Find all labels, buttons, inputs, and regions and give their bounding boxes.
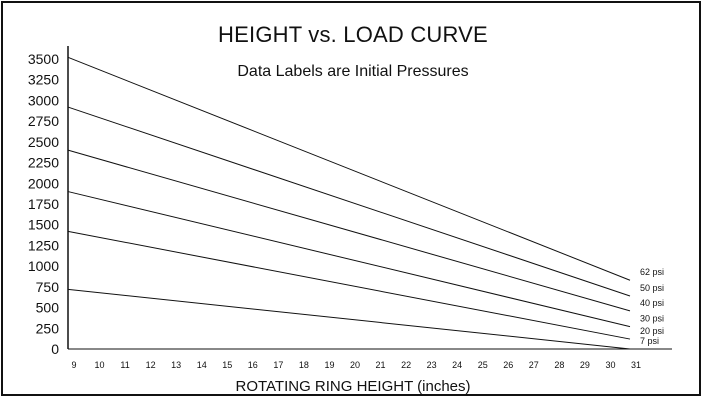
series-line bbox=[67, 56, 631, 281]
x-tick-label: 11 bbox=[120, 360, 129, 370]
y-tick-label: 2250 bbox=[28, 155, 59, 171]
series-line bbox=[67, 149, 631, 312]
chart-subtitle: Data Labels are Initial Pressures bbox=[237, 63, 469, 80]
y-tick-label: 500 bbox=[36, 300, 60, 316]
x-tick-label: 30 bbox=[605, 360, 615, 370]
y-tick-label: 3250 bbox=[28, 72, 59, 88]
series-data-label: 62 psi bbox=[640, 267, 664, 277]
x-tick-label: 13 bbox=[171, 360, 181, 370]
x-tick-label: 22 bbox=[401, 360, 411, 370]
x-axis-label: ROTATING RING HEIGHT (inches) bbox=[235, 378, 471, 395]
y-tick-label: 1500 bbox=[28, 217, 59, 233]
x-tick-label: 31 bbox=[631, 360, 641, 370]
x-tick-label: 15 bbox=[222, 360, 232, 370]
x-tick-label: 27 bbox=[529, 360, 539, 370]
x-tick-label: 23 bbox=[427, 360, 437, 370]
y-tick-label: 1250 bbox=[28, 237, 59, 253]
x-tick-label: 14 bbox=[197, 360, 207, 370]
series-line bbox=[67, 191, 631, 328]
x-tick-label: 19 bbox=[324, 360, 334, 370]
y-tick-label: 750 bbox=[36, 279, 60, 295]
series-data-label: 50 psi bbox=[640, 283, 664, 293]
x-tick-label: 18 bbox=[299, 360, 309, 370]
x-tick-label: 24 bbox=[452, 360, 462, 370]
x-tick-label: 29 bbox=[580, 360, 590, 370]
x-tick-label: 21 bbox=[376, 360, 386, 370]
x-tick-label: 9 bbox=[71, 360, 76, 370]
x-tick-label: 10 bbox=[95, 360, 105, 370]
chart-title: HEIGHT vs. LOAD CURVE bbox=[218, 22, 488, 47]
y-tick-label: 250 bbox=[36, 320, 60, 336]
series-line bbox=[67, 230, 631, 340]
y-tick-label: 2500 bbox=[28, 134, 59, 150]
series-line bbox=[67, 106, 631, 297]
y-tick-label: 1000 bbox=[28, 258, 59, 274]
series-data-label: 40 psi bbox=[640, 298, 664, 308]
y-tick-label: 2750 bbox=[28, 113, 59, 129]
series-data-label: 30 psi bbox=[640, 314, 664, 324]
x-tick-label: 12 bbox=[146, 360, 156, 370]
y-tick-label: 2000 bbox=[28, 175, 59, 191]
x-tick-label: 25 bbox=[478, 360, 488, 370]
x-tick-label: 26 bbox=[503, 360, 513, 370]
x-tick-label: 20 bbox=[350, 360, 360, 370]
y-tick-label: 3500 bbox=[28, 51, 59, 67]
y-tick-label: 1750 bbox=[28, 196, 59, 212]
y-tick-label: 0 bbox=[51, 341, 59, 357]
x-tick-label: 17 bbox=[273, 360, 283, 370]
y-tick-label: 3000 bbox=[28, 92, 59, 108]
series-data-label: 7 psi bbox=[640, 336, 659, 346]
x-tick-label: 16 bbox=[248, 360, 258, 370]
x-tick-label: 28 bbox=[554, 360, 564, 370]
series-data-label: 20 psi bbox=[640, 326, 664, 336]
series-line bbox=[67, 288, 631, 350]
